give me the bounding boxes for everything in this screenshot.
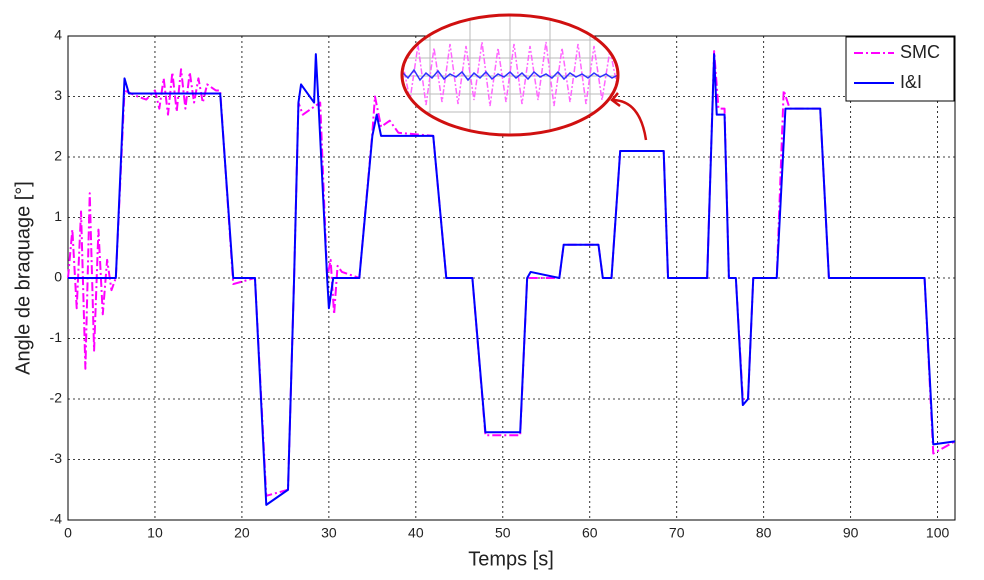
inset-arrowhead xyxy=(610,92,621,107)
inset-grid xyxy=(402,15,618,135)
x-tick-label: 30 xyxy=(321,525,337,541)
series-line xyxy=(68,53,956,506)
x-axis-title: Temps [s] xyxy=(468,548,554,570)
x-tick-label: 0 xyxy=(64,525,72,541)
x-tick-label: 50 xyxy=(495,525,511,541)
y-tick-label: -3 xyxy=(50,450,63,466)
series-line xyxy=(67,50,956,497)
legend: SMC I&I xyxy=(845,36,955,102)
x-tick-label: 80 xyxy=(756,525,772,541)
y-tick-label: 4 xyxy=(54,27,62,43)
x-tick-label: 10 xyxy=(147,525,163,541)
x-tick-label: 90 xyxy=(843,525,859,541)
y-tick-label: 1 xyxy=(54,208,62,224)
y-tick-label: 2 xyxy=(54,148,62,164)
y-tick-label: 3 xyxy=(54,87,62,103)
y-tick-label: -2 xyxy=(50,390,63,406)
x-tick-label: 70 xyxy=(669,525,685,541)
lines xyxy=(67,50,956,506)
inset-arrow xyxy=(611,98,648,141)
y-tick-label: -4 xyxy=(50,511,63,527)
y-tick-label: 0 xyxy=(54,269,62,285)
legend-label: I&I xyxy=(900,72,922,92)
y-axis-title: Angle de braquage [°] xyxy=(12,181,34,375)
legend-label: SMC xyxy=(900,42,940,62)
zoom-inset xyxy=(400,13,648,141)
x-tick-label: 100 xyxy=(926,525,950,541)
x-tick-label: 40 xyxy=(408,525,424,541)
legend-box xyxy=(845,36,955,102)
x-tick-label: 20 xyxy=(234,525,250,541)
y-tick-label: -1 xyxy=(50,329,63,345)
inset-border xyxy=(400,13,620,137)
x-tick-label: 60 xyxy=(582,525,598,541)
